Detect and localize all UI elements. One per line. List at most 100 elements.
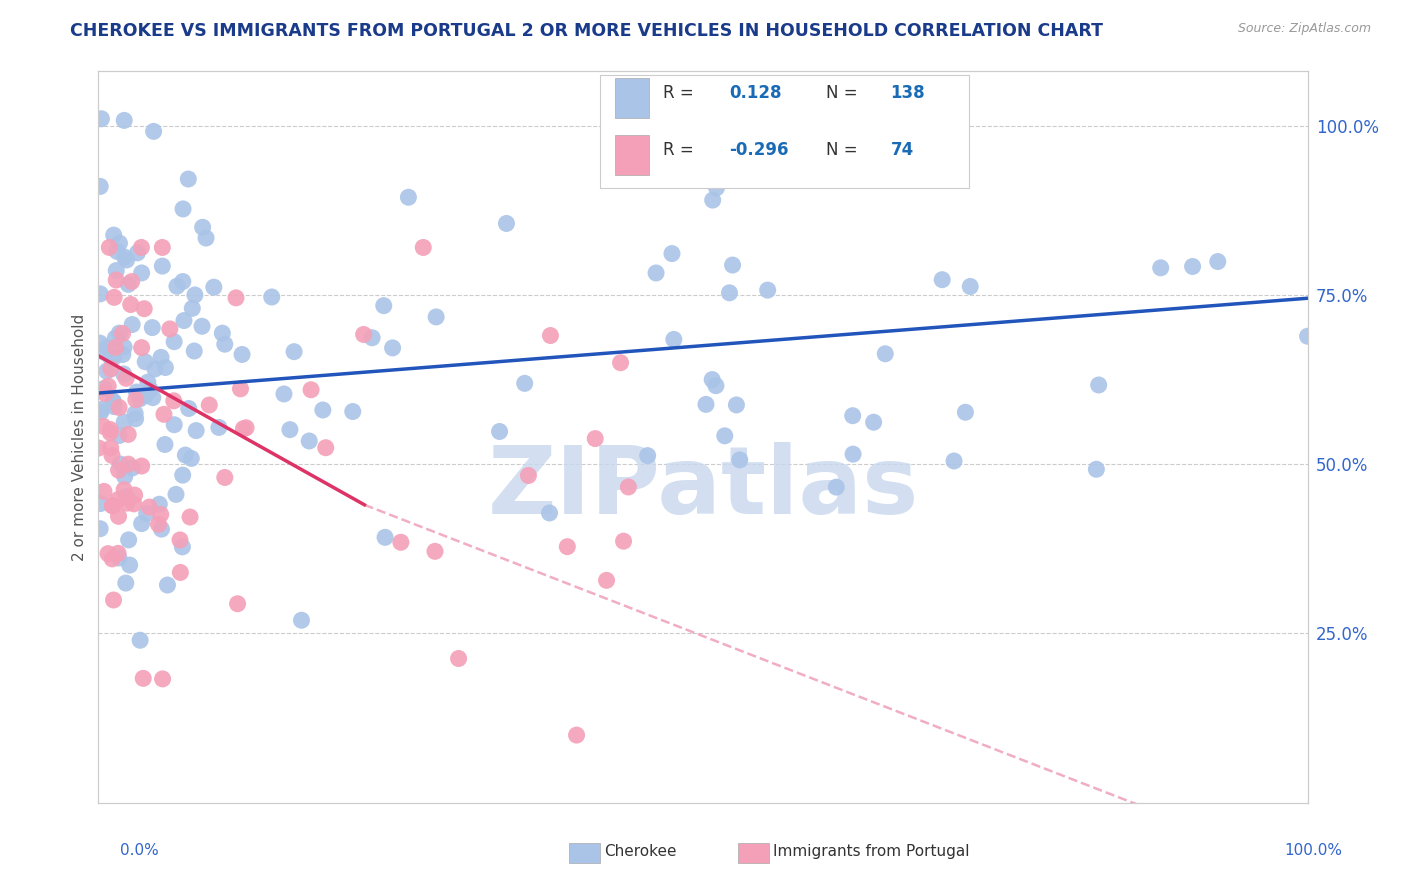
Point xyxy=(172,468,194,483)
Point xyxy=(184,288,207,302)
Point xyxy=(513,376,536,391)
Point xyxy=(101,552,124,566)
Point xyxy=(1087,378,1109,392)
Point xyxy=(156,578,179,592)
Point xyxy=(117,277,139,292)
Point xyxy=(1150,260,1173,275)
Point xyxy=(98,423,121,437)
Point xyxy=(131,341,153,355)
Point xyxy=(583,432,606,446)
Point xyxy=(107,463,129,477)
Point xyxy=(121,461,143,475)
Point xyxy=(198,398,221,412)
Point xyxy=(298,434,321,448)
Point xyxy=(595,574,617,588)
Point xyxy=(155,360,177,375)
Point xyxy=(195,231,218,245)
Point xyxy=(134,389,156,403)
Point xyxy=(389,535,412,549)
Point xyxy=(177,401,200,416)
Point xyxy=(713,429,735,443)
Point xyxy=(139,383,162,397)
Point xyxy=(183,344,205,359)
Point xyxy=(180,451,202,466)
Point xyxy=(149,508,172,522)
Point xyxy=(108,401,131,415)
Point xyxy=(565,728,588,742)
Point xyxy=(115,490,138,504)
Point xyxy=(374,530,396,544)
Point xyxy=(100,441,122,455)
Point xyxy=(517,468,540,483)
Point xyxy=(103,351,125,365)
Point xyxy=(538,506,561,520)
Point xyxy=(396,190,419,204)
Point xyxy=(1181,260,1204,274)
Point xyxy=(943,454,966,468)
FancyBboxPatch shape xyxy=(600,75,969,188)
Point xyxy=(117,457,139,471)
Point xyxy=(315,441,337,455)
Point xyxy=(96,364,118,378)
Point xyxy=(381,341,404,355)
Point xyxy=(103,290,125,304)
Point xyxy=(191,220,214,235)
Point xyxy=(862,415,884,429)
Point xyxy=(98,425,121,440)
Point xyxy=(97,379,120,393)
Point xyxy=(725,398,748,412)
Point xyxy=(226,597,249,611)
Point xyxy=(131,266,153,280)
Text: Source: ZipAtlas.com: Source: ZipAtlas.com xyxy=(1237,22,1371,36)
Point xyxy=(373,299,395,313)
Point xyxy=(112,340,135,354)
Point xyxy=(127,245,149,260)
Point xyxy=(125,392,148,407)
Point xyxy=(105,273,128,287)
Point xyxy=(115,496,138,510)
Point xyxy=(98,240,121,254)
Point xyxy=(114,469,136,483)
Point xyxy=(150,240,173,254)
Point xyxy=(225,291,247,305)
Point xyxy=(108,326,131,340)
Point xyxy=(107,546,129,560)
Point xyxy=(186,424,208,438)
Point xyxy=(229,382,252,396)
Point xyxy=(555,540,578,554)
Point xyxy=(159,322,181,336)
Point xyxy=(299,383,322,397)
Point xyxy=(959,279,981,293)
Point xyxy=(121,318,143,332)
Point xyxy=(612,534,634,549)
Point xyxy=(89,336,111,351)
Point xyxy=(312,403,335,417)
Point xyxy=(112,483,135,497)
Point xyxy=(841,409,863,423)
Point xyxy=(112,113,135,128)
Point xyxy=(447,651,470,665)
Point xyxy=(131,458,153,473)
Point xyxy=(495,217,517,231)
Point xyxy=(131,516,153,531)
Point xyxy=(702,193,724,207)
Point xyxy=(361,331,384,345)
Point xyxy=(124,407,146,421)
Point xyxy=(191,319,214,334)
Point xyxy=(1296,329,1319,343)
Point xyxy=(131,240,153,254)
Point xyxy=(645,266,668,280)
Point xyxy=(111,347,134,361)
Point xyxy=(97,547,120,561)
Point xyxy=(114,250,136,264)
Point xyxy=(103,228,125,243)
Point xyxy=(115,371,138,385)
Point xyxy=(125,385,148,400)
Text: 0.0%: 0.0% xyxy=(120,843,159,858)
Point xyxy=(114,576,136,591)
Point xyxy=(163,334,186,349)
Point xyxy=(132,671,155,685)
Point xyxy=(112,415,135,429)
Text: R =: R = xyxy=(664,84,693,102)
Point xyxy=(107,492,129,507)
